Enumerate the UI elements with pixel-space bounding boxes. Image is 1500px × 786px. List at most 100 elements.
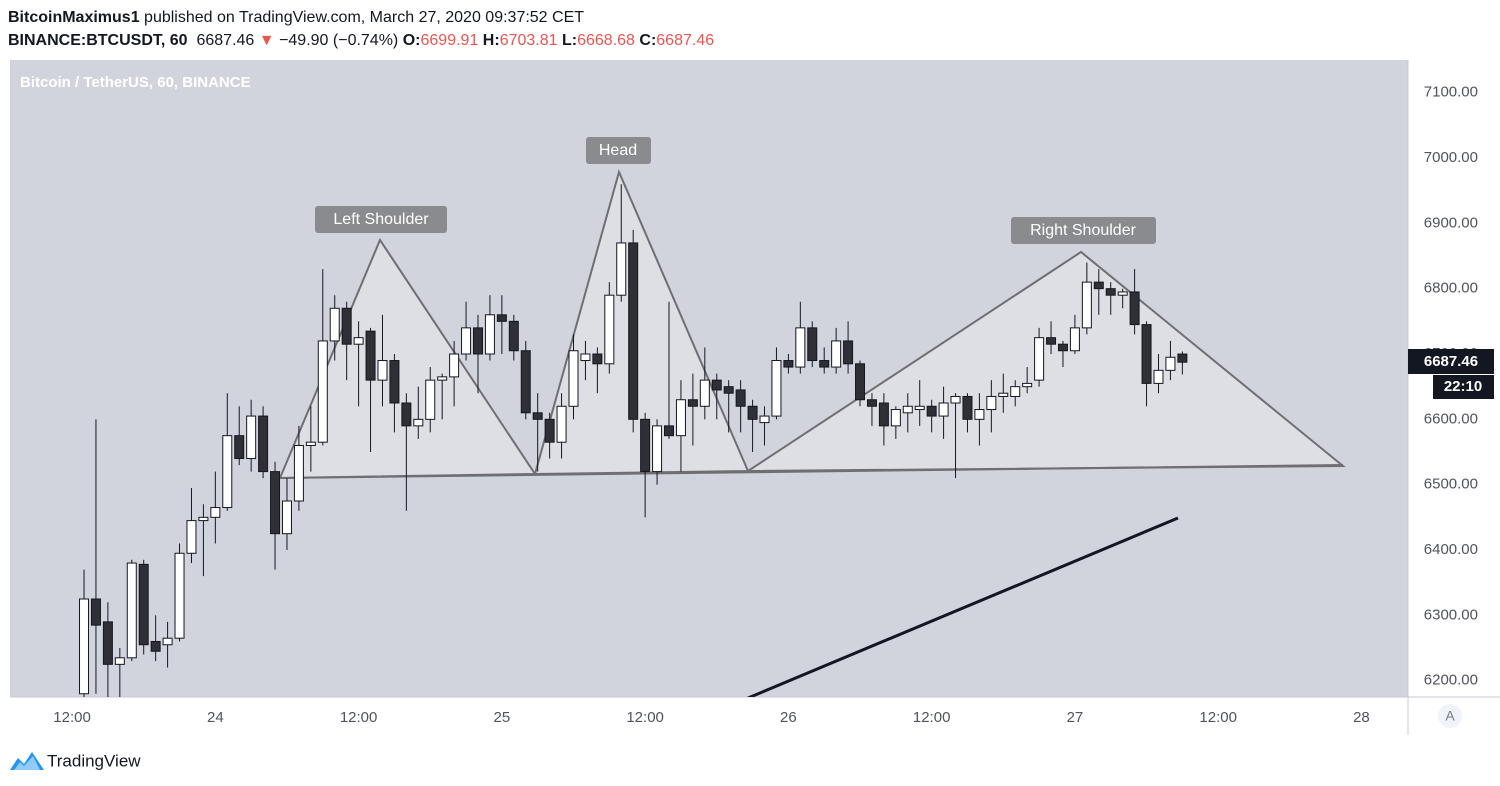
- candle-body: [1081, 281, 1092, 329]
- candle: [950, 393, 961, 479]
- candle-body: [711, 379, 722, 391]
- candle-body: [1129, 291, 1140, 326]
- quote-line: BINANCE:BTCUSDT, 60 6687.46 ▼ −49.90 (−0…: [8, 29, 714, 52]
- candle: [1105, 282, 1116, 315]
- candle: [425, 367, 436, 433]
- candle-body: [138, 563, 149, 646]
- candle: [1022, 367, 1033, 394]
- candle-body: [664, 425, 675, 437]
- candle-body: [735, 389, 746, 407]
- candle-body: [425, 379, 436, 420]
- down-arrow: ▼: [258, 32, 275, 49]
- candle-body: [389, 360, 400, 404]
- candle-body: [222, 435, 233, 509]
- candle: [174, 543, 185, 642]
- candle-body: [807, 327, 818, 362]
- y-tick-label: 7100.00: [1424, 84, 1478, 101]
- candle-body: [162, 637, 173, 646]
- last-price-box: [1408, 349, 1494, 374]
- auto-scale-button[interactable]: [1438, 704, 1462, 728]
- candle-body: [1153, 369, 1164, 384]
- support-line: [747, 516, 1179, 697]
- candle: [449, 340, 460, 407]
- candle-body: [604, 294, 615, 365]
- candle: [664, 301, 675, 439]
- candle: [234, 406, 245, 466]
- auto-scale-label[interactable]: A: [1445, 708, 1455, 724]
- candle: [329, 295, 340, 361]
- candle-body: [998, 392, 1009, 397]
- candle: [556, 393, 567, 459]
- candle: [831, 327, 842, 374]
- candle: [114, 648, 125, 697]
- candle-body: [365, 330, 376, 381]
- candle-body: [568, 350, 579, 407]
- candle: [1141, 321, 1152, 407]
- candle: [747, 399, 758, 452]
- candle: [843, 321, 854, 374]
- candle: [472, 314, 483, 394]
- candle: [293, 425, 304, 511]
- candle-body: [1165, 356, 1176, 371]
- candle: [1177, 351, 1188, 375]
- candle: [735, 380, 746, 433]
- candle: [222, 393, 233, 511]
- y-tick-label: 6300.00: [1424, 606, 1478, 623]
- candle: [377, 314, 388, 407]
- candle: [938, 386, 949, 439]
- candle-body: [484, 314, 495, 355]
- candle-body: [472, 327, 483, 355]
- candle: [353, 321, 364, 407]
- candle-body: [556, 405, 567, 443]
- x-tick-label: 24: [207, 709, 224, 726]
- candle-body: [628, 242, 639, 420]
- candle: [687, 373, 698, 446]
- candle-body: [270, 471, 281, 535]
- candle-body: [79, 598, 90, 695]
- candle-body: [198, 516, 209, 522]
- candle-body: [1093, 281, 1104, 290]
- y-tick-label: 6900.00: [1424, 214, 1478, 231]
- annotation-box: [586, 137, 651, 164]
- candle: [413, 386, 424, 439]
- candle-body: [114, 657, 125, 665]
- candle-body: [866, 399, 877, 407]
- candle: [795, 301, 806, 374]
- candle: [1129, 269, 1140, 335]
- candle: [1069, 314, 1080, 354]
- y-tick-label: 7000.00: [1424, 149, 1478, 166]
- candle: [604, 282, 615, 374]
- candle: [580, 340, 591, 381]
- candle: [759, 406, 770, 446]
- candle-body: [843, 340, 854, 365]
- candle: [102, 602, 113, 697]
- candle-body: [341, 307, 352, 345]
- low-value: 6668.68: [577, 32, 635, 49]
- candle: [258, 406, 269, 479]
- candle-body: [126, 562, 137, 659]
- candle: [890, 406, 901, 439]
- header: BitcoinMaximus1 published on TradingView…: [8, 6, 714, 52]
- candle-body: [1105, 288, 1116, 296]
- candle: [878, 393, 889, 446]
- candle-body: [413, 418, 424, 427]
- candle-body: [580, 353, 591, 362]
- candle: [652, 419, 663, 485]
- candle: [508, 314, 519, 361]
- candle-body: [1117, 291, 1128, 296]
- candle: [150, 615, 161, 662]
- candle: [592, 347, 603, 394]
- candle: [210, 471, 221, 544]
- annotation-label: Left Shoulder: [333, 211, 429, 228]
- annotation-label: Right Shoulder: [1030, 222, 1137, 239]
- candle-body: [305, 441, 316, 446]
- candle: [461, 301, 472, 361]
- candle-body: [723, 386, 734, 394]
- annotation-right-shoulder: Right Shoulder: [1011, 217, 1156, 244]
- chart-title: Bitcoin / TetherUS, 60, BINANCE: [20, 74, 251, 91]
- low-label: L:: [561, 32, 578, 49]
- candle: [914, 380, 925, 426]
- candle-body: [902, 405, 913, 414]
- last-price-tag: 6687.46 22:10: [1408, 349, 1494, 399]
- neckline: [279, 464, 1344, 479]
